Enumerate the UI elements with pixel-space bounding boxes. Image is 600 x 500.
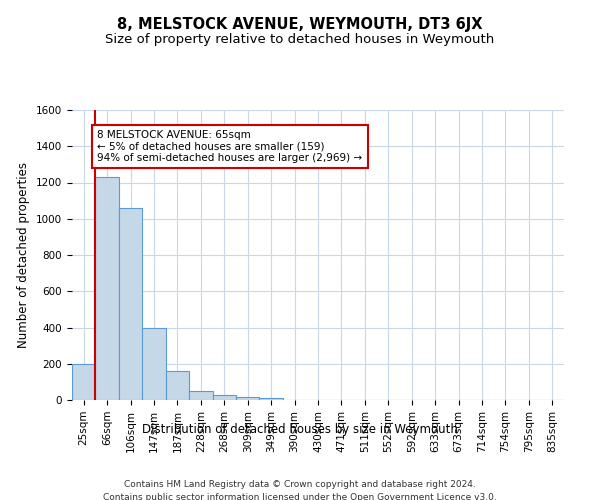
Bar xyxy=(95,177,119,400)
Bar xyxy=(142,328,166,400)
Text: Contains public sector information licensed under the Open Government Licence v3: Contains public sector information licen… xyxy=(103,492,497,500)
Bar xyxy=(72,364,95,400)
Bar xyxy=(189,391,212,400)
Text: Contains HM Land Registry data © Crown copyright and database right 2024.: Contains HM Land Registry data © Crown c… xyxy=(124,480,476,489)
Text: 8 MELSTOCK AVENUE: 65sqm
← 5% of detached houses are smaller (159)
94% of semi-d: 8 MELSTOCK AVENUE: 65sqm ← 5% of detache… xyxy=(97,130,362,163)
Text: 8, MELSTOCK AVENUE, WEYMOUTH, DT3 6JX: 8, MELSTOCK AVENUE, WEYMOUTH, DT3 6JX xyxy=(117,18,483,32)
Y-axis label: Number of detached properties: Number of detached properties xyxy=(17,162,31,348)
Text: Size of property relative to detached houses in Weymouth: Size of property relative to detached ho… xyxy=(106,32,494,46)
Text: Distribution of detached houses by size in Weymouth: Distribution of detached houses by size … xyxy=(142,422,458,436)
Bar xyxy=(259,398,283,400)
Bar xyxy=(236,398,259,400)
Bar xyxy=(166,371,189,400)
Bar xyxy=(119,208,142,400)
Bar xyxy=(212,396,236,400)
